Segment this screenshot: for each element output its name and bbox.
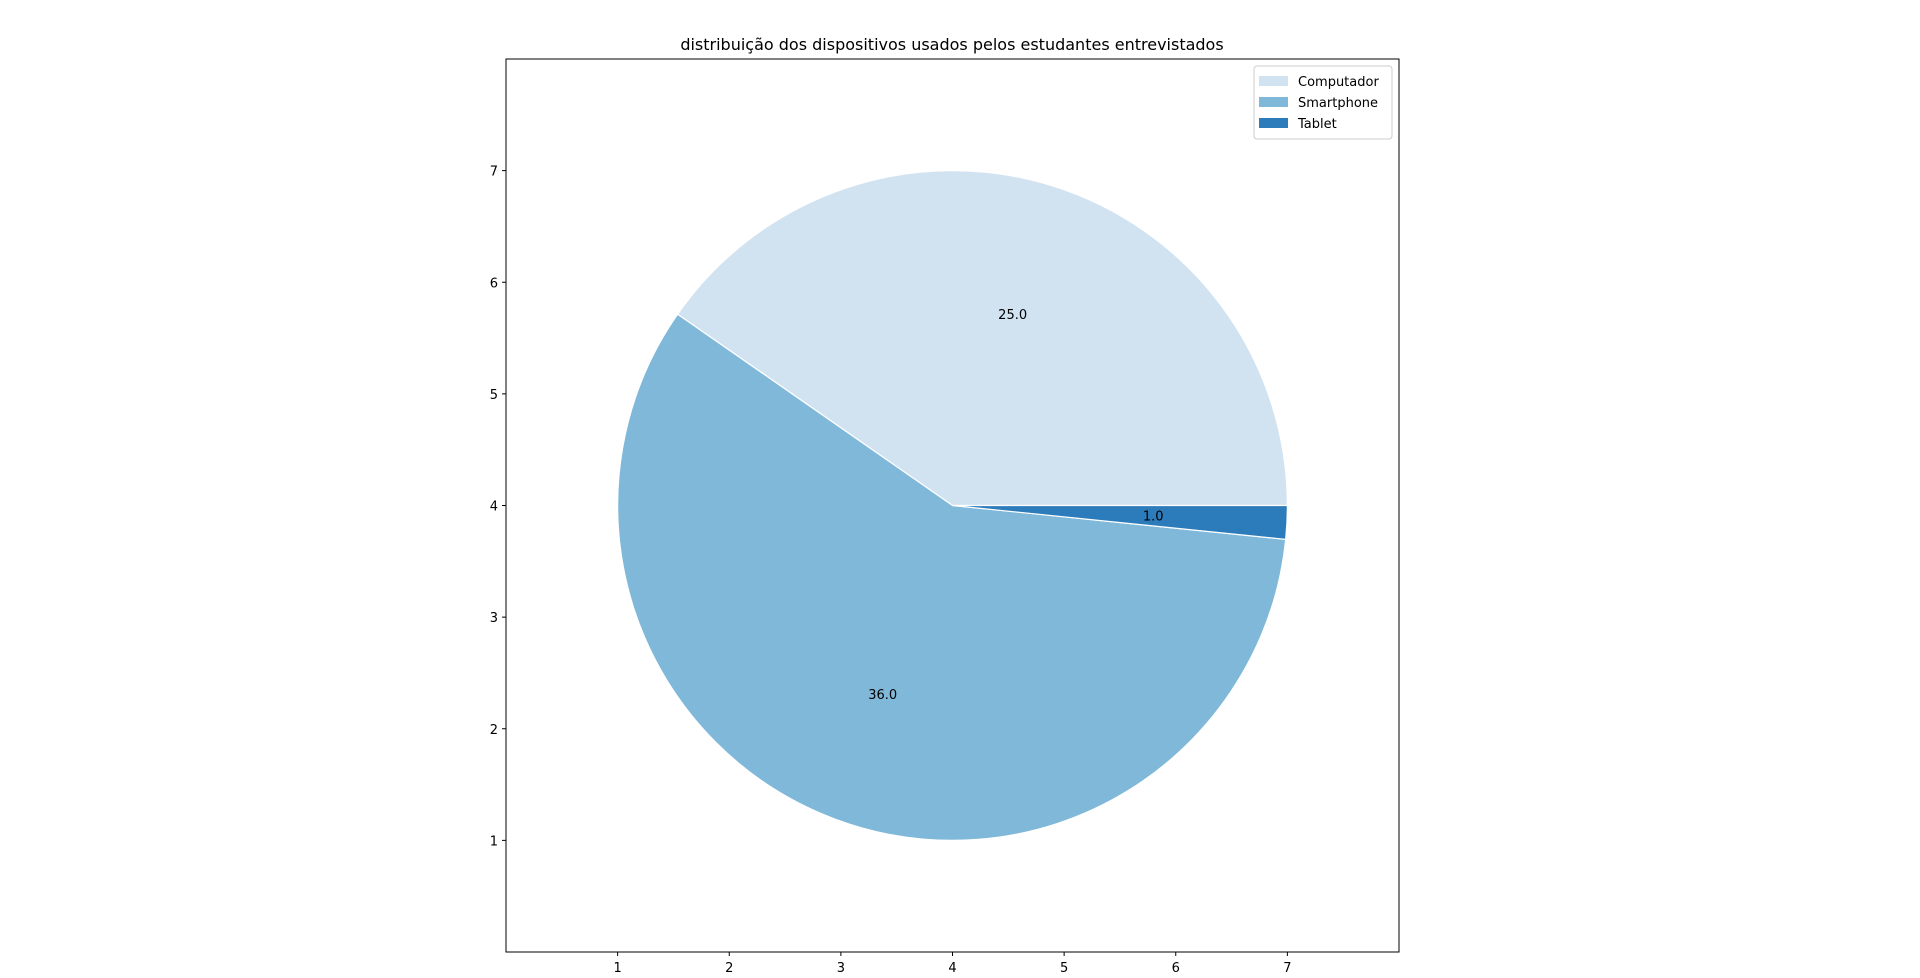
pie-slices bbox=[617, 170, 1288, 841]
y-tick-label: 2 bbox=[490, 723, 498, 738]
legend-label-tablet: Tablet bbox=[1297, 117, 1337, 132]
y-axis-ticks: 1 2 3 4 5 6 7 bbox=[490, 165, 506, 849]
pie-slice-tablet bbox=[952, 504, 1288, 541]
y-tick-label: 7 bbox=[490, 165, 498, 180]
slice-label-computador: 25.0 bbox=[998, 308, 1027, 323]
x-tick-label: 7 bbox=[1283, 961, 1291, 976]
x-tick-label: 6 bbox=[1172, 961, 1180, 976]
slice-labels: 25.0 36.0 1.0 bbox=[868, 308, 1163, 703]
pie-slice-smartphone bbox=[617, 313, 1287, 841]
y-tick-label: 3 bbox=[490, 611, 498, 626]
legend-label-smartphone: Smartphone bbox=[1298, 96, 1378, 111]
legend: Computador Smartphone Tablet bbox=[1253, 65, 1393, 140]
x-tick-label: 4 bbox=[948, 961, 956, 976]
y-tick-label: 1 bbox=[490, 834, 498, 849]
slice-label-smartphone: 36.0 bbox=[868, 688, 897, 703]
x-axis-ticks: 1 2 3 4 5 6 7 bbox=[613, 952, 1292, 976]
legend-swatch-tablet bbox=[1259, 118, 1288, 128]
legend-swatch-computador bbox=[1259, 76, 1288, 86]
legend-swatch-smartphone bbox=[1259, 97, 1288, 107]
slice-label-tablet: 1.0 bbox=[1143, 510, 1164, 525]
chart-title: distribuição dos dispositivos usados pel… bbox=[680, 35, 1223, 54]
y-tick-label: 6 bbox=[490, 276, 498, 291]
pie-slice-computador bbox=[676, 170, 1288, 507]
legend-label-computador: Computador bbox=[1298, 75, 1379, 90]
y-tick-label: 4 bbox=[490, 500, 498, 515]
x-tick-label: 2 bbox=[725, 961, 733, 976]
x-tick-label: 5 bbox=[1060, 961, 1068, 976]
x-tick-label: 3 bbox=[837, 961, 845, 976]
legend-box bbox=[1253, 65, 1393, 140]
x-tick-label: 1 bbox=[613, 961, 621, 976]
y-tick-label: 5 bbox=[490, 388, 498, 403]
